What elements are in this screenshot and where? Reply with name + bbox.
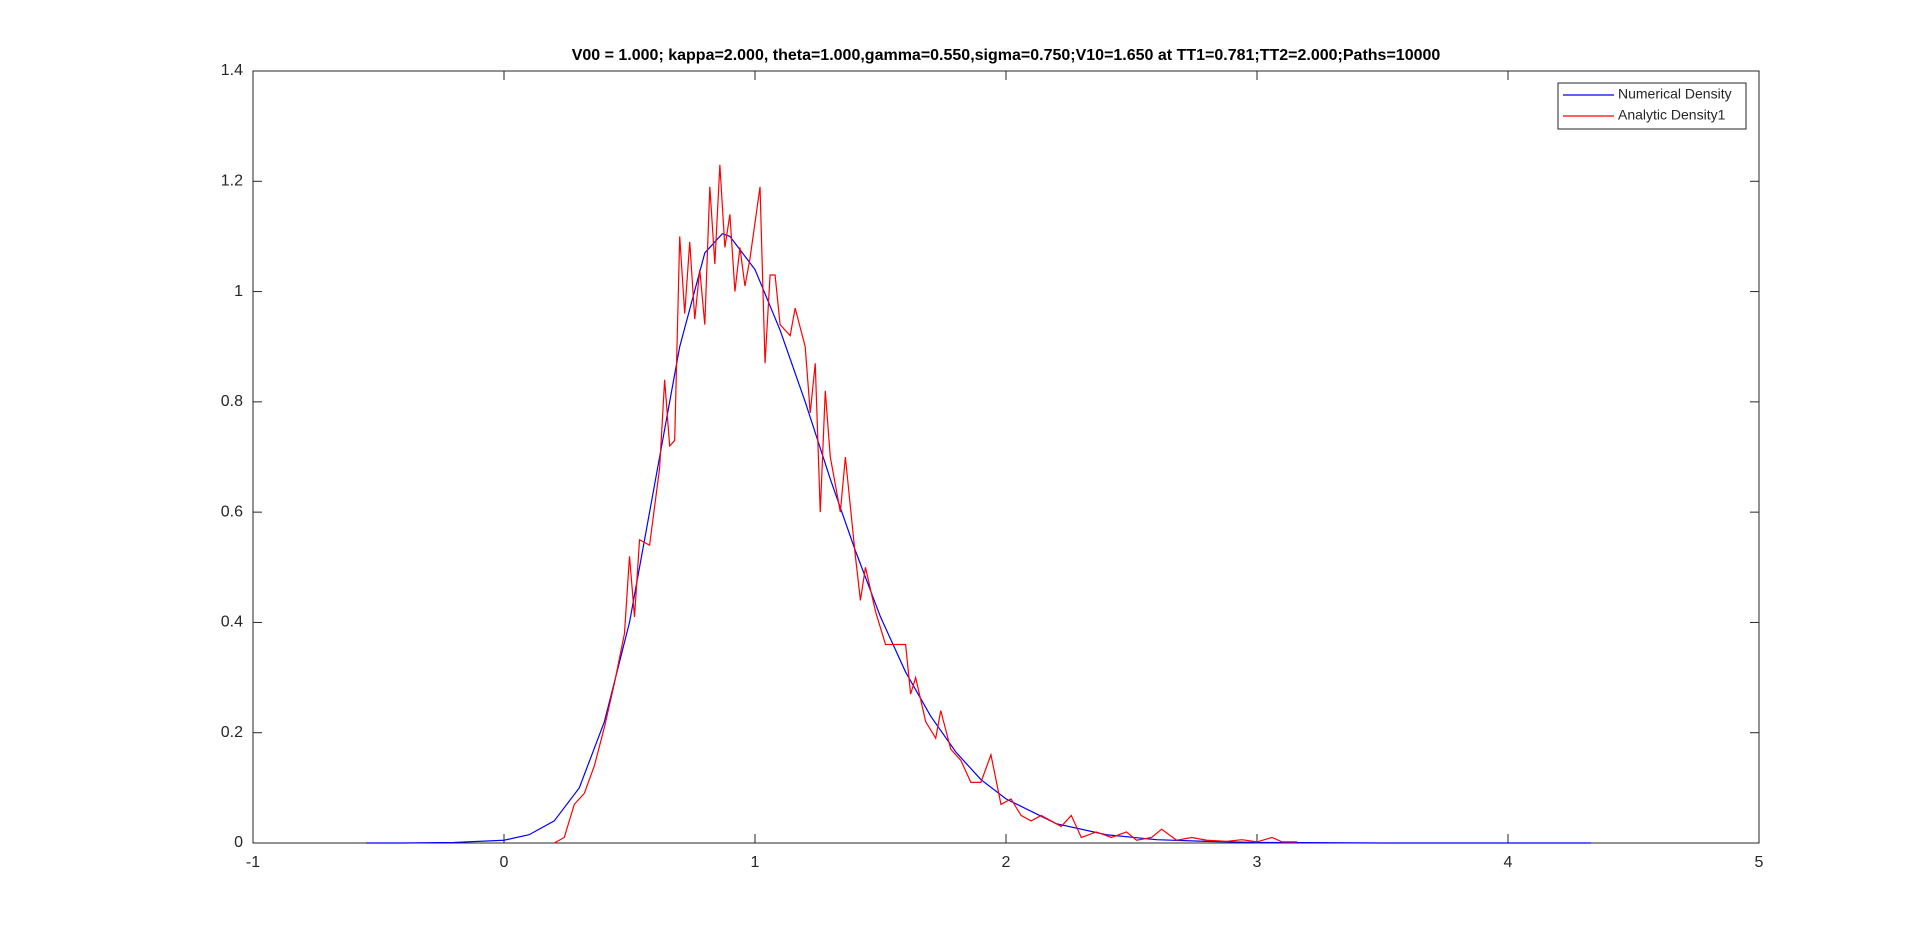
x-tick-label: -1	[246, 854, 260, 871]
y-tick-label: 1	[234, 283, 243, 300]
y-tick-label: 0.2	[221, 724, 243, 741]
y-tick-label: 0	[234, 834, 243, 851]
chart-title: V00 = 1.000; kappa=2.000, theta=1.000,ga…	[572, 47, 1441, 64]
y-tick-label: 1.4	[221, 62, 243, 79]
legend-label: Numerical Density	[1618, 86, 1732, 102]
x-tick-label: 4	[1504, 854, 1513, 871]
x-tick-label: 2	[1002, 854, 1011, 871]
data-line	[365, 232, 1591, 844]
legend-box	[1557, 82, 1747, 130]
legend-label: Analytic Density1	[1618, 107, 1726, 123]
y-tick-label: 0.8	[221, 393, 243, 410]
x-tick-label: 1	[751, 854, 760, 871]
y-tick-label: 1.2	[221, 173, 243, 190]
x-tick-label: 0	[500, 854, 509, 871]
data-line	[553, 164, 1298, 844]
y-tick-label: 0.4	[221, 614, 243, 631]
x-tick-label: 3	[1253, 854, 1262, 871]
plot-area	[252, 70, 1760, 844]
x-tick-label: 5	[1755, 854, 1764, 871]
y-tick-label: 0.6	[221, 503, 243, 520]
